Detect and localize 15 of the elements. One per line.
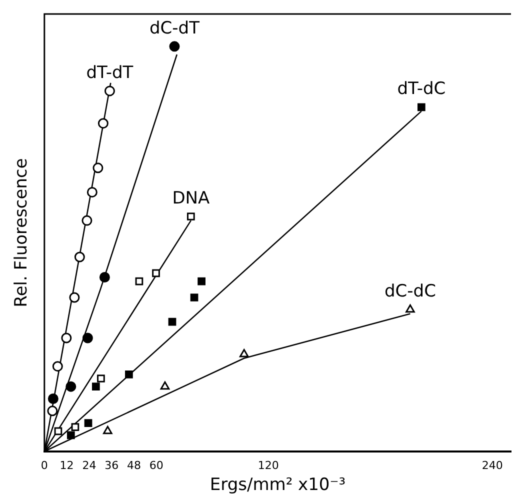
x-tick-label: 12 [60, 458, 74, 472]
series-label: dC-dT [149, 18, 200, 38]
series-label: dT-dT [86, 62, 134, 83]
x-tick-label: 36 [104, 458, 119, 472]
x-tick-label: 60 [149, 458, 164, 472]
x-tick-label: 48 [126, 458, 141, 472]
x-tick-label: 0 [40, 458, 48, 472]
x-tick-label: 240 [482, 458, 503, 472]
y-axis-title: Rel. Fluorescence [12, 158, 32, 308]
x-tick-label: 24 [82, 458, 96, 472]
x-axis-title: Ergs/mm² x10⁻³ [210, 475, 346, 496]
series-label: dC-dC [384, 282, 436, 302]
x-tick-label: 120 [258, 458, 279, 472]
series-label: DNA [172, 188, 210, 208]
series-label: dT-dC [397, 79, 446, 100]
